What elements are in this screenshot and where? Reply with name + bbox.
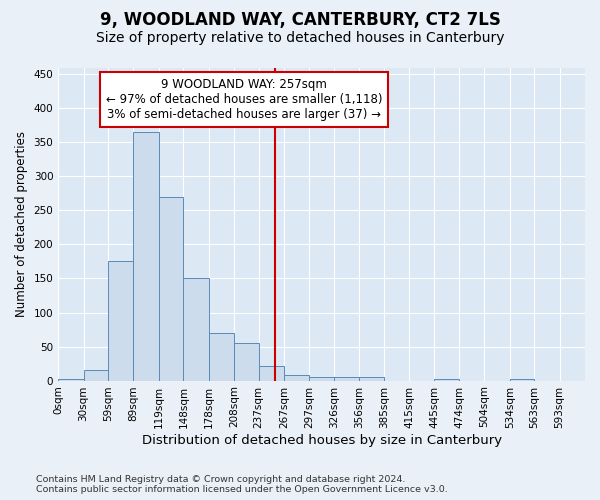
Bar [159, 197, 184, 380]
Text: Contains HM Land Registry data © Crown copyright and database right 2024.
Contai: Contains HM Land Registry data © Crown c… [36, 474, 448, 494]
Text: Size of property relative to detached houses in Canterbury: Size of property relative to detached ho… [96, 31, 504, 45]
Y-axis label: Number of detached properties: Number of detached properties [15, 131, 28, 317]
Text: 9, WOODLAND WAY, CANTERBURY, CT2 7LS: 9, WOODLAND WAY, CANTERBURY, CT2 7LS [100, 12, 500, 30]
Bar [359, 377, 384, 380]
Bar [284, 375, 310, 380]
Bar [209, 333, 234, 380]
Bar [133, 132, 159, 380]
Text: 9 WOODLAND WAY: 257sqm
← 97% of detached houses are smaller (1,118)
3% of semi-d: 9 WOODLAND WAY: 257sqm ← 97% of detached… [106, 78, 382, 120]
Bar [434, 379, 459, 380]
X-axis label: Distribution of detached houses by size in Canterbury: Distribution of detached houses by size … [142, 434, 502, 448]
Bar [510, 379, 534, 380]
Bar [310, 377, 334, 380]
Bar [108, 262, 133, 380]
Bar [259, 366, 284, 380]
Bar [184, 278, 209, 380]
Bar [334, 377, 359, 380]
Bar [83, 370, 108, 380]
Bar [234, 343, 259, 380]
Bar [58, 379, 83, 380]
